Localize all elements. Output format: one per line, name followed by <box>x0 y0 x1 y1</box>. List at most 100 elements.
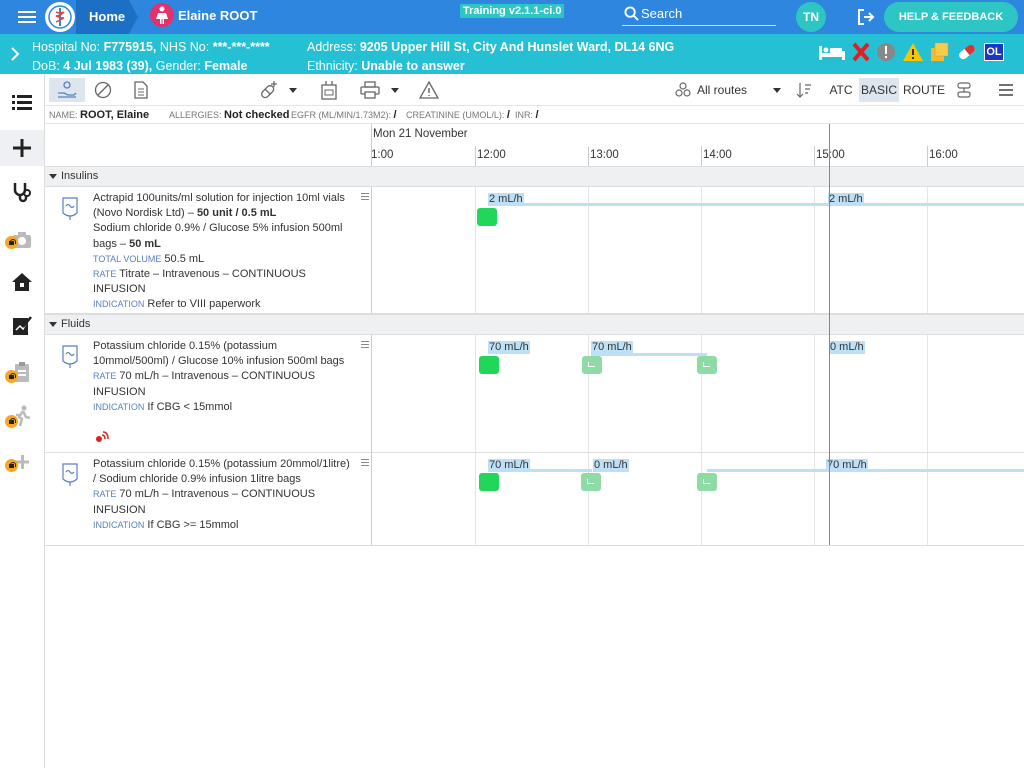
gender: Female <box>204 59 248 73</box>
document-button[interactable] <box>129 78 153 102</box>
patient-name: Elaine ROOT <box>178 7 258 23</box>
rate-change-marker[interactable] <box>697 473 717 491</box>
chevron-right-icon[interactable] <box>10 46 20 62</box>
ethnicity-label: Ethnicity: <box>307 59 358 73</box>
rate-label[interactable]: 70 mL/h <box>591 341 633 354</box>
rate-label[interactable]: 2 mL/h <box>488 193 524 206</box>
sort-icon <box>796 83 811 98</box>
dob: 4 Jul 1983 (39), <box>63 59 153 73</box>
alert-circle-icon[interactable] <box>876 42 896 62</box>
warning-outline-icon <box>419 81 439 99</box>
routes-filter-label: All routes <box>697 83 748 97</box>
sidebar-home-icon[interactable] <box>8 268 36 296</box>
add-prescription-dropdown[interactable] <box>287 78 299 102</box>
administer-view-button[interactable] <box>49 78 85 102</box>
logout-icon[interactable] <box>856 7 876 32</box>
patient-banner: Hospital No: F775915, NHS No: ***-***-**… <box>0 34 1024 74</box>
warnings-button[interactable] <box>417 78 441 102</box>
pill-crossed-icon <box>94 81 112 99</box>
warning-icon[interactable] <box>902 42 924 62</box>
lock-icon <box>5 236 18 249</box>
administration-marker[interactable] <box>477 208 497 226</box>
hour-label: 12:00 <box>477 149 506 161</box>
hamburger-icon <box>999 84 1013 96</box>
rate-change-marker[interactable] <box>582 356 602 374</box>
ethnicity: Unable to answer <box>361 59 465 73</box>
group-label: Fluids <box>61 318 91 330</box>
administration-marker[interactable] <box>479 473 499 491</box>
home-breadcrumb[interactable]: Home <box>76 0 138 34</box>
sidebar-plus-grey-icon[interactable] <box>8 448 36 476</box>
pill-plus-icon <box>261 81 277 99</box>
medication-row-actrapid[interactable]: Actrapid 100units/ml solution for inject… <box>45 187 1024 314</box>
print-button[interactable] <box>357 78 383 102</box>
row-menu-icon[interactable] <box>361 191 369 202</box>
route-view-button[interactable]: ROUTE <box>903 83 945 97</box>
timeline-header: Mon 21 November 1:00 12:00 13:00 14:00 1… <box>45 124 1024 167</box>
sidebar-stethoscope-icon[interactable] <box>8 178 36 206</box>
medication-row-potassium-sodium[interactable]: Potassium chloride 0.15% (potassium 20mm… <box>45 453 1024 546</box>
help-feedback-button[interactable]: HELP & FEEDBACK <box>884 2 1018 32</box>
group-header-fluids[interactable]: Fluids <box>45 314 1024 335</box>
ol-badge[interactable]: OL <box>984 43 1004 61</box>
group-header-insulins[interactable]: Insulins <box>45 166 1024 187</box>
print-dropdown[interactable] <box>389 78 401 102</box>
rate-label[interactable]: 70 mL/h <box>488 341 530 354</box>
nhs-no: ***-***-**** <box>212 40 270 54</box>
documents-icon[interactable] <box>930 42 950 62</box>
rate-label[interactable]: 70 mL/h <box>826 459 868 472</box>
female-patient-icon <box>150 3 174 27</box>
search-button[interactable]: Search <box>622 4 776 26</box>
routes-filter-select[interactable]: All routes <box>675 78 785 102</box>
collapse-caret-icon <box>49 322 57 327</box>
timeline-date: Mon 21 November <box>373 128 468 140</box>
chart-toolbar: All routes ATC BASIC ROUTE <box>45 74 1024 106</box>
calculator-icon <box>321 81 337 100</box>
row-menu-icon[interactable] <box>361 457 369 468</box>
rate-change-marker[interactable] <box>697 356 717 374</box>
pill-icon[interactable] <box>956 42 978 62</box>
sidebar-clipboard-icon[interactable] <box>8 358 36 386</box>
rate-bar <box>591 353 707 356</box>
atc-view-button[interactable]: ATC <box>829 83 853 97</box>
sidebar-add-icon[interactable] <box>0 130 44 166</box>
infusion-bag-icon <box>62 463 78 486</box>
bed-icon[interactable] <box>818 43 846 61</box>
app-logo[interactable] <box>45 2 75 32</box>
medication-description: Potassium chloride 0.15% (potassium 10mm… <box>93 340 345 413</box>
infusion-bag-icon <box>62 345 78 368</box>
layout-toggle-button[interactable] <box>953 78 975 102</box>
options-menu-button[interactable] <box>995 78 1017 102</box>
patient-ids: Hospital No: F775915, NHS No: ***-***-**… <box>32 38 270 76</box>
nhs-label: NHS No: <box>159 40 210 54</box>
medication-row-potassium-glucose[interactable]: Potassium chloride 0.15% (potassium 10mm… <box>45 335 1024 453</box>
administration-marker[interactable] <box>479 356 499 374</box>
search-label: Search <box>641 6 683 21</box>
add-prescription-button[interactable] <box>257 78 281 102</box>
rate-label[interactable]: 0 mL/h <box>593 459 629 472</box>
sidebar-walking-icon[interactable] <box>8 402 36 430</box>
user-avatar[interactable]: TN <box>796 2 826 32</box>
sidebar-signature-icon[interactable] <box>8 312 36 340</box>
discontinue-button[interactable] <box>91 78 115 102</box>
sidebar-list-icon[interactable] <box>8 88 36 116</box>
sort-button[interactable] <box>793 78 815 102</box>
info-allergies: ALLERGIES: Not checked <box>169 109 290 121</box>
rate-label[interactable]: 2 mL/h <box>828 193 864 206</box>
close-red-icon[interactable] <box>852 42 870 62</box>
lock-icon <box>5 459 18 472</box>
hour-label: 15:00 <box>816 149 845 161</box>
rate-label[interactable]: 0 mL/h <box>829 341 865 354</box>
address-label: Address: <box>307 40 357 54</box>
rate-change-marker[interactable] <box>581 473 601 491</box>
infusion-link-icon[interactable] <box>95 431 109 443</box>
calculator-button[interactable] <box>317 78 341 102</box>
rate-label[interactable]: 70 mL/h <box>488 459 530 472</box>
hamburger-menu-icon[interactable] <box>18 8 36 26</box>
document-icon <box>134 81 148 99</box>
patient-breadcrumb[interactable]: Elaine ROOT <box>150 3 257 27</box>
rate-bar <box>488 203 1024 206</box>
basic-view-button[interactable]: BASIC <box>859 78 899 102</box>
row-menu-icon[interactable] <box>361 339 369 350</box>
info-egfr: EGFR (ML/MIN/1.73M2): / <box>291 109 397 121</box>
